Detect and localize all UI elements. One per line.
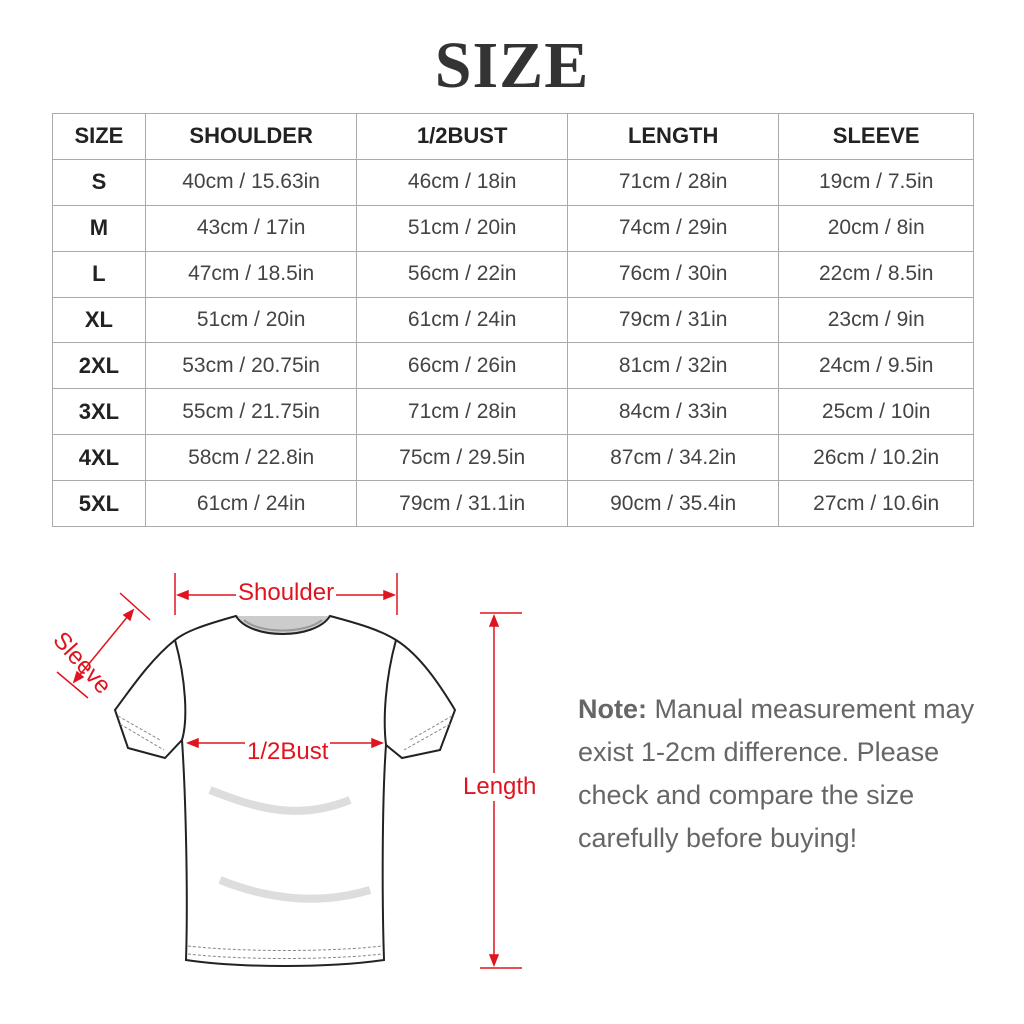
size-cell: S	[52, 158, 146, 206]
measurement-cell: 56cm / 22in	[356, 250, 568, 298]
measurement-cell: 27cm / 10.6in	[778, 480, 974, 528]
measurement-cell: 79cm / 31.1in	[356, 480, 568, 528]
size-table: SIZE SHOULDER 1/2BUST LENGTH SLEEVE S 40c…	[52, 113, 974, 528]
measurement-cell: 51cm / 20in	[144, 296, 358, 344]
measurement-cell: 40cm / 15.63in	[144, 158, 358, 206]
length-label: Length	[463, 773, 537, 801]
size-cell: M	[52, 204, 146, 252]
header-shoulder: SHOULDER	[144, 113, 358, 160]
measurement-cell: 90cm / 35.4in	[566, 480, 780, 528]
size-cell: 5XL	[52, 480, 146, 528]
size-cell: 4XL	[52, 434, 146, 482]
measurement-cell: 20cm / 8in	[778, 204, 974, 252]
measurement-cell: 55cm / 21.75in	[144, 388, 358, 436]
size-cell: 3XL	[52, 388, 146, 436]
measurement-cell: 47cm / 18.5in	[144, 250, 358, 298]
measurement-cell: 81cm / 32in	[566, 342, 780, 390]
measurement-cell: 19cm / 7.5in	[778, 158, 974, 206]
measurement-cell: 51cm / 20in	[356, 204, 568, 252]
size-cell: XL	[52, 296, 146, 344]
tshirt-icon	[113, 614, 457, 967]
measurement-cell: 79cm / 31in	[566, 296, 780, 344]
measurement-cell: 24cm / 9.5in	[778, 342, 974, 390]
tshirt-diagram	[56, 573, 522, 969]
note-label: Note:	[578, 694, 647, 724]
measurement-cell: 43cm / 17in	[144, 204, 358, 252]
table-row: 3XL 55cm / 21.75in 71cm / 28in 84cm / 33in 2…	[52, 388, 974, 436]
table-row: 2XL 53cm / 20.75in 66cm / 26in 81cm / 32in 2…	[52, 342, 974, 390]
measurement-cell: 46cm / 18in	[356, 158, 568, 206]
measurement-cell: 84cm / 33in	[566, 388, 780, 436]
measurement-cell: 22cm / 8.5in	[778, 250, 974, 298]
table-row: M 43cm / 17in 51cm / 20in 74cm / 29in 20cm /…	[52, 204, 974, 252]
measurement-cell: 71cm / 28in	[356, 388, 568, 436]
measurement-cell: 58cm / 22.8in	[144, 434, 358, 482]
bust-label: 1/2Bust	[245, 738, 331, 765]
measurement-cell: 23cm / 9in	[778, 296, 974, 344]
measurement-cell: 61cm / 24in	[356, 296, 568, 344]
measurement-cell: 66cm / 26in	[356, 342, 568, 390]
header-length: LENGTH	[566, 113, 780, 160]
table-header-row: SIZE SHOULDER 1/2BUST LENGTH SLEEVE	[52, 113, 974, 160]
measurement-cell: 75cm / 29.5in	[356, 434, 568, 482]
table-row: L 47cm / 18.5in 56cm / 22in 76cm / 30in 22cm…	[52, 250, 974, 298]
table-row: 5XL 61cm / 24in 79cm / 31.1in 90cm / 35.4in…	[52, 480, 974, 528]
size-cell: L	[52, 250, 146, 298]
measurement-cell: 26cm / 10.2in	[778, 434, 974, 482]
shoulder-label: Shoulder	[236, 579, 337, 606]
page-title: SIZE	[434, 29, 590, 102]
table-row: XL 51cm / 20in 61cm / 24in 79cm / 31in 23cm …	[52, 296, 974, 344]
header-size: SIZE	[52, 113, 146, 160]
header-bust: 1/2BUST	[356, 113, 568, 160]
measurement-cell: 87cm / 34.2in	[566, 434, 780, 482]
measurement-cell: 53cm / 20.75in	[144, 342, 358, 390]
header-sleeve: SLEEVE	[778, 113, 974, 160]
size-cell: 2XL	[52, 342, 146, 390]
measurement-cell: 61cm / 24in	[144, 480, 358, 528]
measurement-cell: 76cm / 30in	[566, 250, 780, 298]
measurement-cell: 71cm / 28in	[566, 158, 780, 206]
measurement-arrows	[56, 573, 522, 969]
measurement-cell: 74cm / 29in	[566, 204, 780, 252]
table-row: 4XL 58cm / 22.8in 75cm / 29.5in 87cm / 34.2…	[52, 434, 974, 482]
note: Note: Manual measurement may exist 1-2cm…	[578, 688, 998, 860]
table-row: S 40cm / 15.63in 46cm / 18in 71cm / 28in 19c…	[52, 158, 974, 206]
note-text: Manual measurement may exist 1-2cm diffe…	[578, 694, 975, 853]
measurement-cell: 25cm / 10in	[778, 388, 974, 436]
